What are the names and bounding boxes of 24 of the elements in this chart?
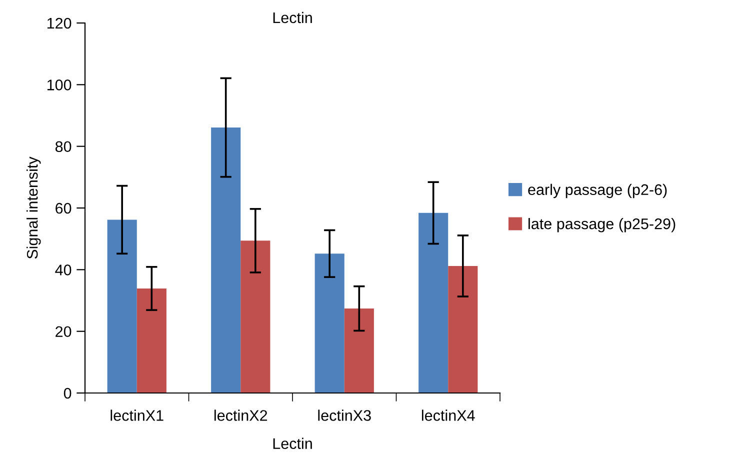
y-tick-label: 20 xyxy=(56,326,72,338)
y-tick-label: 80 xyxy=(55,141,72,152)
chart-title: Lectin xyxy=(273,12,312,24)
x-tick-label: lectinX4 xyxy=(422,410,475,421)
bar xyxy=(418,212,448,393)
bar xyxy=(211,128,241,393)
y-tick-label: 100 xyxy=(47,80,72,90)
y-tick-label: 120 xyxy=(47,18,72,29)
bar xyxy=(240,240,270,393)
bar xyxy=(314,254,344,393)
bar xyxy=(448,266,478,393)
x-axis-title: Lectin xyxy=(273,438,312,450)
legend-label: late passage (p25-29) xyxy=(528,218,676,232)
y-tick-label: 60 xyxy=(56,202,72,214)
bar xyxy=(136,288,166,393)
x-tick-label: lectinX1 xyxy=(110,410,164,421)
legend-label: early passage (p2-6) xyxy=(528,184,667,198)
y-tick-label: 40 xyxy=(55,264,72,276)
x-tick-label: lectinX2 xyxy=(214,410,268,421)
x-tick-label: lectinX3 xyxy=(318,410,371,421)
bar xyxy=(107,220,137,393)
bar xyxy=(344,308,374,393)
y-axis-title: Signal intensity xyxy=(26,156,41,259)
y-tick-label: 0 xyxy=(64,388,72,399)
